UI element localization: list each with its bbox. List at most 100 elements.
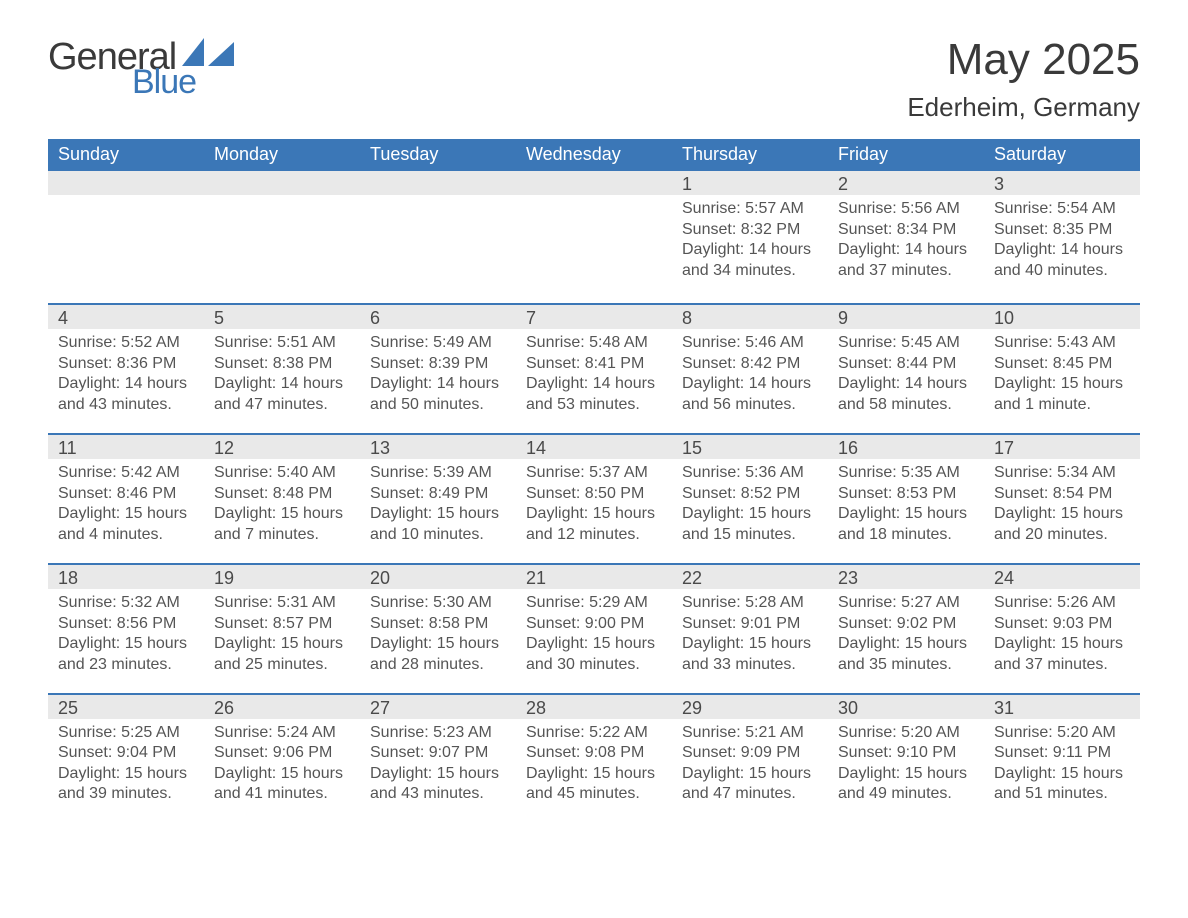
daylight-line: Daylight: 14 hours and 58 minutes. (838, 374, 976, 415)
day-body: Sunrise: 5:32 AMSunset: 8:56 PMDaylight:… (48, 589, 204, 675)
day-number: 16 (828, 435, 984, 459)
day-number: 4 (48, 305, 204, 329)
day-body (516, 195, 672, 285)
day-number: 3 (984, 171, 1140, 195)
daylight-line: Daylight: 15 hours and 4 minutes. (58, 504, 196, 545)
daylight-line: Daylight: 15 hours and 35 minutes. (838, 634, 976, 675)
sunset-line: Sunset: 8:38 PM (214, 354, 352, 374)
day-body: Sunrise: 5:20 AMSunset: 9:11 PMDaylight:… (984, 719, 1140, 805)
sunrise-line: Sunrise: 5:57 AM (682, 199, 820, 219)
daylight-line: Daylight: 14 hours and 53 minutes. (526, 374, 664, 415)
daylight-line: Daylight: 14 hours and 40 minutes. (994, 240, 1132, 281)
weekday-friday: Friday (828, 139, 984, 171)
daylight-line: Daylight: 14 hours and 56 minutes. (682, 374, 820, 415)
sunset-line: Sunset: 8:39 PM (370, 354, 508, 374)
sunset-line: Sunset: 8:53 PM (838, 484, 976, 504)
day-number: 28 (516, 695, 672, 719)
sunset-line: Sunset: 8:44 PM (838, 354, 976, 374)
sunset-line: Sunset: 9:03 PM (994, 614, 1132, 634)
sunrise-line: Sunrise: 5:35 AM (838, 463, 976, 483)
day-number: 1 (672, 171, 828, 195)
sunrise-line: Sunrise: 5:36 AM (682, 463, 820, 483)
title-block: May 2025 Ederheim, Germany (907, 36, 1140, 123)
day-body: Sunrise: 5:56 AMSunset: 8:34 PMDaylight:… (828, 195, 984, 281)
calendar-day: 1Sunrise: 5:57 AMSunset: 8:32 PMDaylight… (672, 171, 828, 303)
day-body: Sunrise: 5:36 AMSunset: 8:52 PMDaylight:… (672, 459, 828, 545)
day-body: Sunrise: 5:31 AMSunset: 8:57 PMDaylight:… (204, 589, 360, 675)
day-number: 7 (516, 305, 672, 329)
day-body: Sunrise: 5:51 AMSunset: 8:38 PMDaylight:… (204, 329, 360, 415)
month-title: May 2025 (907, 36, 1140, 84)
sunrise-line: Sunrise: 5:51 AM (214, 333, 352, 353)
day-body: Sunrise: 5:46 AMSunset: 8:42 PMDaylight:… (672, 329, 828, 415)
calendar-day: 18Sunrise: 5:32 AMSunset: 8:56 PMDayligh… (48, 565, 204, 693)
logo-word-blue: Blue (132, 63, 238, 102)
sunrise-line: Sunrise: 5:31 AM (214, 593, 352, 613)
sunrise-line: Sunrise: 5:45 AM (838, 333, 976, 353)
calendar-day: 14Sunrise: 5:37 AMSunset: 8:50 PMDayligh… (516, 435, 672, 563)
day-body: Sunrise: 5:35 AMSunset: 8:53 PMDaylight:… (828, 459, 984, 545)
sunset-line: Sunset: 8:35 PM (994, 220, 1132, 240)
day-body: Sunrise: 5:39 AMSunset: 8:49 PMDaylight:… (360, 459, 516, 545)
sunrise-line: Sunrise: 5:30 AM (370, 593, 508, 613)
day-number: 27 (360, 695, 516, 719)
daylight-line: Daylight: 15 hours and 1 minute. (994, 374, 1132, 415)
calendar-day: 21Sunrise: 5:29 AMSunset: 9:00 PMDayligh… (516, 565, 672, 693)
calendar-day: 23Sunrise: 5:27 AMSunset: 9:02 PMDayligh… (828, 565, 984, 693)
day-number: 24 (984, 565, 1140, 589)
day-number: 17 (984, 435, 1140, 459)
day-body: Sunrise: 5:40 AMSunset: 8:48 PMDaylight:… (204, 459, 360, 545)
calendar: Sunday Monday Tuesday Wednesday Thursday… (48, 139, 1140, 823)
sunrise-line: Sunrise: 5:23 AM (370, 723, 508, 743)
day-number: 13 (360, 435, 516, 459)
day-number: 8 (672, 305, 828, 329)
sunset-line: Sunset: 9:01 PM (682, 614, 820, 634)
day-number: 20 (360, 565, 516, 589)
calendar-day: 16Sunrise: 5:35 AMSunset: 8:53 PMDayligh… (828, 435, 984, 563)
day-number (48, 171, 204, 195)
day-number (204, 171, 360, 195)
sunset-line: Sunset: 8:57 PM (214, 614, 352, 634)
sunrise-line: Sunrise: 5:49 AM (370, 333, 508, 353)
sunset-line: Sunset: 8:52 PM (682, 484, 820, 504)
sunrise-line: Sunrise: 5:29 AM (526, 593, 664, 613)
sunset-line: Sunset: 9:10 PM (838, 743, 976, 763)
calendar-day: 6Sunrise: 5:49 AMSunset: 8:39 PMDaylight… (360, 305, 516, 433)
calendar-day (48, 171, 204, 303)
daylight-line: Daylight: 14 hours and 37 minutes. (838, 240, 976, 281)
sunrise-line: Sunrise: 5:25 AM (58, 723, 196, 743)
day-body: Sunrise: 5:57 AMSunset: 8:32 PMDaylight:… (672, 195, 828, 281)
sunset-line: Sunset: 8:48 PM (214, 484, 352, 504)
calendar-day: 4Sunrise: 5:52 AMSunset: 8:36 PMDaylight… (48, 305, 204, 433)
day-body: Sunrise: 5:49 AMSunset: 8:39 PMDaylight:… (360, 329, 516, 415)
sunrise-line: Sunrise: 5:20 AM (838, 723, 976, 743)
daylight-line: Daylight: 15 hours and 37 minutes. (994, 634, 1132, 675)
daylight-line: Daylight: 15 hours and 30 minutes. (526, 634, 664, 675)
calendar-day: 20Sunrise: 5:30 AMSunset: 8:58 PMDayligh… (360, 565, 516, 693)
calendar-day (360, 171, 516, 303)
daylight-line: Daylight: 14 hours and 50 minutes. (370, 374, 508, 415)
daylight-line: Daylight: 14 hours and 43 minutes. (58, 374, 196, 415)
day-number: 10 (984, 305, 1140, 329)
day-body (204, 195, 360, 285)
sunrise-line: Sunrise: 5:42 AM (58, 463, 196, 483)
day-body: Sunrise: 5:34 AMSunset: 8:54 PMDaylight:… (984, 459, 1140, 545)
sunset-line: Sunset: 9:07 PM (370, 743, 508, 763)
day-body (48, 195, 204, 285)
page: General Blue May 2025 Ederheim, Germany … (0, 0, 1188, 918)
sunset-line: Sunset: 9:08 PM (526, 743, 664, 763)
sunrise-line: Sunrise: 5:21 AM (682, 723, 820, 743)
weekday-header-row: Sunday Monday Tuesday Wednesday Thursday… (48, 139, 1140, 171)
calendar-day (516, 171, 672, 303)
sunrise-line: Sunrise: 5:52 AM (58, 333, 196, 353)
daylight-line: Daylight: 15 hours and 10 minutes. (370, 504, 508, 545)
calendar-day: 29Sunrise: 5:21 AMSunset: 9:09 PMDayligh… (672, 695, 828, 823)
sunset-line: Sunset: 9:02 PM (838, 614, 976, 634)
sunrise-line: Sunrise: 5:27 AM (838, 593, 976, 613)
sunset-line: Sunset: 8:41 PM (526, 354, 664, 374)
day-body: Sunrise: 5:29 AMSunset: 9:00 PMDaylight:… (516, 589, 672, 675)
week-row: 25Sunrise: 5:25 AMSunset: 9:04 PMDayligh… (48, 693, 1140, 823)
calendar-day: 10Sunrise: 5:43 AMSunset: 8:45 PMDayligh… (984, 305, 1140, 433)
calendar-day: 9Sunrise: 5:45 AMSunset: 8:44 PMDaylight… (828, 305, 984, 433)
daylight-line: Daylight: 15 hours and 25 minutes. (214, 634, 352, 675)
